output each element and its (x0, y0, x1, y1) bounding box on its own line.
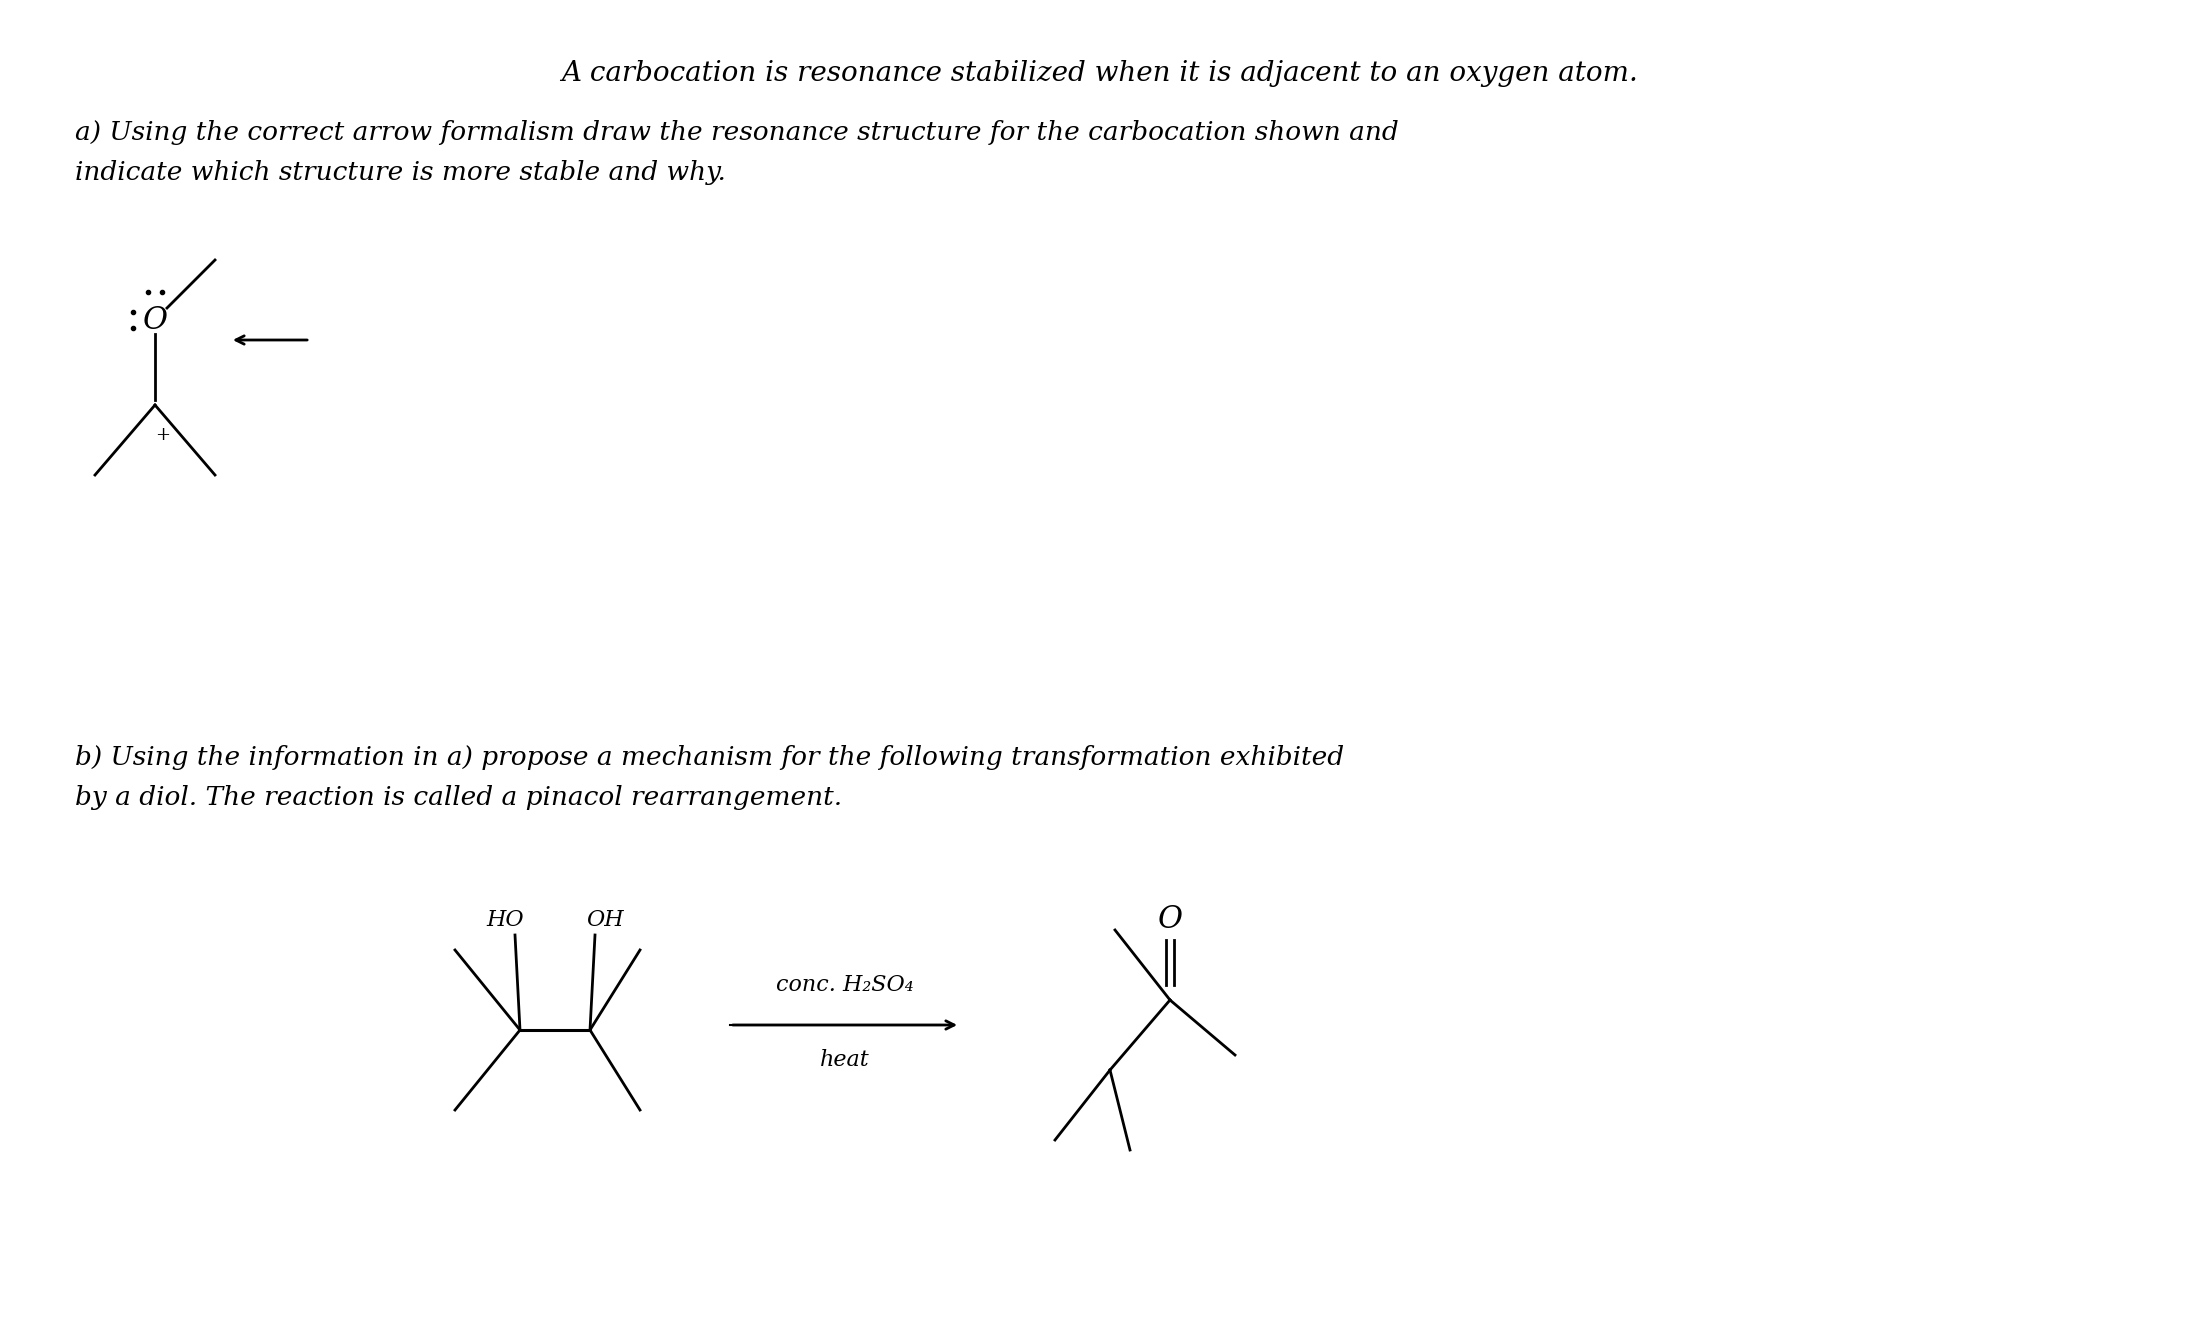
Text: conc. H₂SO₄: conc. H₂SO₄ (777, 975, 913, 996)
Text: b) Using the information in a) propose a mechanism for the following transformat: b) Using the information in a) propose a… (75, 745, 1344, 770)
Text: OH: OH (585, 910, 625, 931)
Text: +: + (156, 426, 172, 444)
Text: by a diol. The reaction is called a pinacol rearrangement.: by a diol. The reaction is called a pina… (75, 785, 843, 810)
Text: O: O (143, 305, 167, 335)
Text: HO: HO (486, 910, 524, 931)
Text: a) Using the correct arrow formalism draw the resonance structure for the carboc: a) Using the correct arrow formalism dra… (75, 119, 1399, 145)
Text: indicate which structure is more stable and why.: indicate which structure is more stable … (75, 160, 726, 186)
Text: O: O (1157, 904, 1184, 936)
Text: A carbocation is resonance stabilized when it is adjacent to an oxygen atom.: A carbocation is resonance stabilized wh… (561, 60, 1639, 88)
Text: heat: heat (821, 1049, 869, 1071)
